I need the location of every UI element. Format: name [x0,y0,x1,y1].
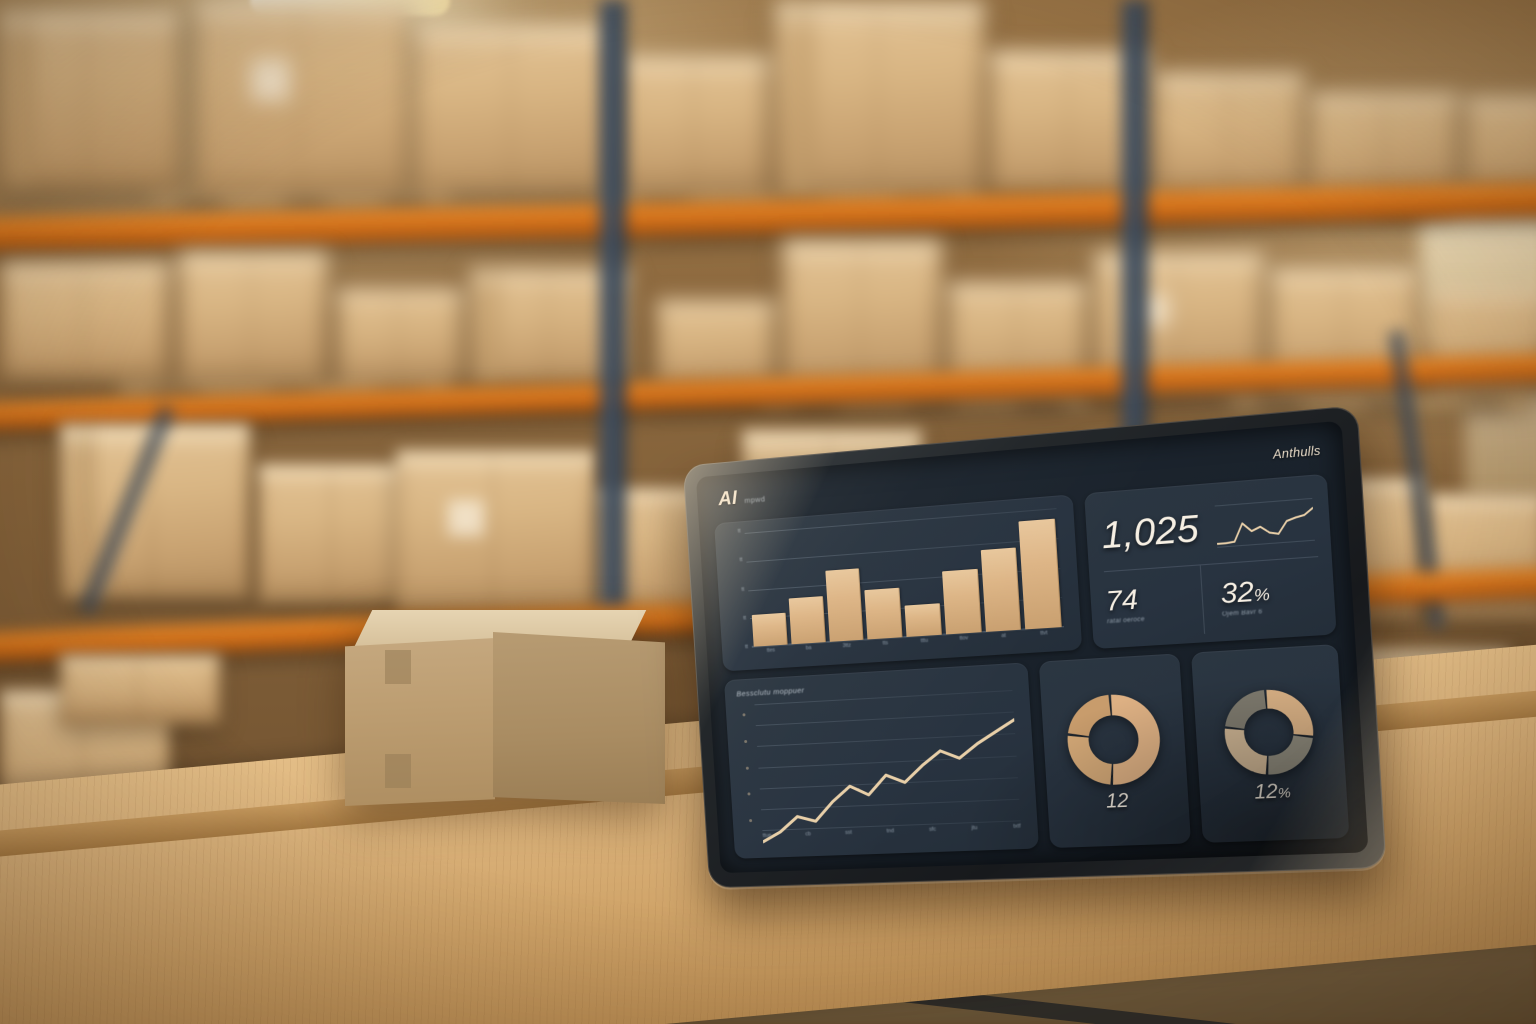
donut-2-value: 12% [1253,780,1292,804]
bar-chart-y-label: tt [744,644,749,651]
bar-chart-x-label: tttu [920,637,929,645]
brand-mark: AI [717,487,739,511]
line-chart-y-marker [747,792,751,796]
bar-chart-x-label: ttvt [1040,630,1048,637]
bar-chart-y-label: tt [737,528,741,535]
bar-chart-y-label: tt [741,586,745,593]
rack-upright [600,0,626,640]
kpi-tertiary-suffix: % [1253,585,1271,605]
kpi-primary-value: 1,025 [1100,505,1200,557]
bar-chart-bar [751,612,788,647]
donut-card-2[interactable]: 12% [1190,643,1350,843]
brand: AI mpwd [718,485,766,511]
kpi-primary-wrap: 1,025 [1100,505,1208,557]
bar-chart-x-label: ba [805,645,812,652]
bar-chart-x-label: at [1001,632,1007,640]
donut-card-1[interactable]: 12 [1038,653,1191,849]
line-chart-x-label: cb [805,831,812,838]
bar-chart-y-label: tt [739,557,743,564]
bar-chart-x-label: 3ttz [842,642,852,650]
bar-chart-bar [864,587,903,640]
line-chart-plot: ttue cb sst tnd sfc jtu txtf [737,688,1026,851]
bar-chart-x-label: ttes [766,647,776,654]
kpi-secondary-cell: 74 ratal oeroce [1104,565,1205,639]
line-chart-card[interactable]: Bessclutu moppuer ttue cb sst tnd sfc jtu txtf [724,662,1039,859]
line-chart-y-marker [742,713,746,717]
tablet-device[interactable]: AI mpwd Anthulls tt tt tt tt tt [682,405,1387,889]
line-chart-x-label: txtf [1013,823,1021,830]
bar-chart-bar [788,596,826,645]
bar-chart-x-label: ttov [959,635,969,642]
kpi-bottom-row: 74 ratal oeroce 32% Ojem Bavr 6 [1104,557,1323,640]
bar-chart-card[interactable]: tt tt tt tt tt ttes ba 3ttz tts tttu ttov at ttvt [714,494,1083,672]
cardboard-carton [345,610,665,810]
line-chart-x-label: jtu [971,825,978,832]
kpi-secondary-value: 74 [1104,583,1139,617]
kpi-tertiary-value: 32% [1219,575,1271,609]
line-chart-y-marker [749,818,753,822]
donut-chart-1 [1064,691,1163,787]
line-chart-x-label: sst [844,829,853,836]
kpi-sparkline [1205,484,1318,561]
bar-chart-x-label: tts [882,640,889,647]
bar-chart-bar [904,603,942,637]
dashboard-row-bottom: Bessclutu moppuer ttue cb sst tnd sfc jtu txtf [724,643,1350,859]
line-chart-y-marker [744,739,748,743]
donut-1-value: 12 [1105,790,1130,813]
tablet-screen[interactable]: AI mpwd Anthulls tt tt tt tt tt [695,420,1369,874]
brand-subtitle: mpwd [744,494,766,506]
bar-chart-bar [980,547,1022,632]
tablet-bezel: AI mpwd Anthulls tt tt tt tt tt [682,405,1387,889]
bar-chart-plot: tt tt tt tt tt ttes ba 3ttz tts tttu ttov at ttvt [724,506,1069,665]
line-chart-x-label: tnd [886,828,895,835]
org-name: Anthulls [1272,445,1322,462]
line-chart-x-label: ttue [762,832,772,839]
bar-chart-bar [824,568,864,642]
kpi-card[interactable]: 1,025 [1084,473,1337,650]
donut-chart-2 [1221,686,1317,777]
bar-chart-bar [941,569,982,635]
bar-chart-bar [1018,518,1062,630]
bar-chart-bars [747,509,1062,647]
line-chart-x-label: sfc [928,826,937,833]
kpi-top-row: 1,025 [1099,484,1318,569]
dashboard: AI mpwd Anthulls tt tt tt tt tt [696,421,1369,873]
line-chart-y-marker [745,766,749,770]
kpi-tertiary-cell: 32% Ojem Bavr 6 [1200,557,1323,634]
bar-chart-y-label: tt [742,615,747,622]
